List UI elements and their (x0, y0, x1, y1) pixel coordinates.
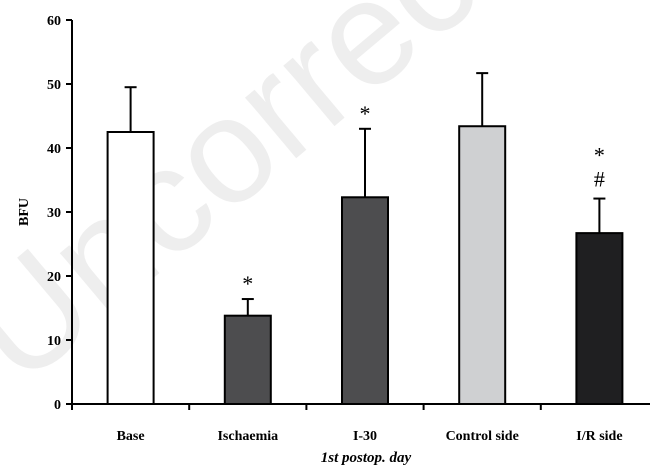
plot-area: 0 10 20 30 40 50 60 Base Ischaemia * I-30 * Control … (47, 14, 650, 444)
x-tick-label: I-30 (353, 429, 377, 444)
x-axis-label: 1st postop. day (321, 450, 412, 466)
watermark-text: Uncorrected (0, 0, 650, 415)
y-tick-label: 50 (47, 78, 61, 93)
bar (106, 131, 155, 405)
bar (341, 196, 389, 405)
x-tick-label: Control side (446, 429, 519, 444)
bar (575, 232, 624, 405)
significance-marker: # (594, 167, 605, 192)
y-tick-label: 40 (47, 142, 61, 157)
y-axis-label: BFU (17, 198, 32, 226)
significance-marker: * (360, 101, 371, 126)
x-tick-label: Base (117, 429, 145, 444)
y-tick-label: 0 (54, 398, 61, 413)
bar (223, 314, 272, 405)
bar (458, 125, 507, 406)
significance-marker: * (594, 143, 605, 168)
y-tick-label: 60 (47, 14, 61, 29)
significance-marker: * (242, 271, 253, 296)
x-tick-label: Ischaemia (217, 429, 278, 444)
x-tick-label: I/R side (576, 429, 622, 444)
y-tick-label: 20 (47, 270, 61, 285)
y-tick-label: 30 (47, 206, 61, 221)
y-tick-label: 10 (47, 334, 61, 349)
